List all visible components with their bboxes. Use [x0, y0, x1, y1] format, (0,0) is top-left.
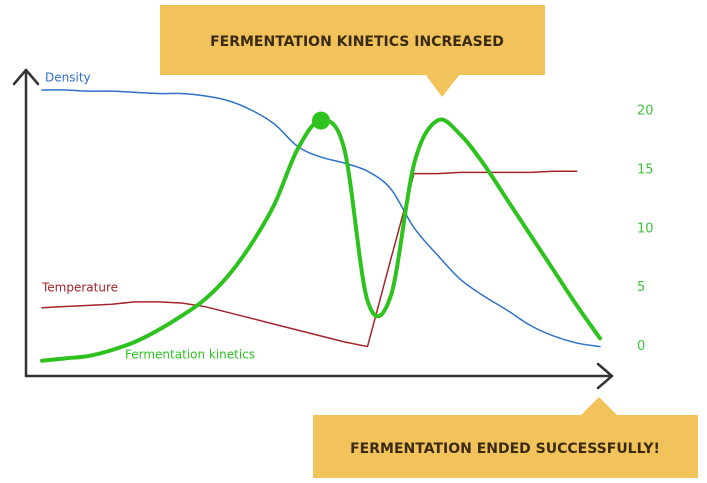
- series-label: Density: [45, 71, 91, 85]
- axes: [12, 68, 614, 390]
- callout-pointer: [425, 74, 460, 97]
- y2-tick-label: 20: [637, 104, 654, 119]
- annotation: FERMENTATION KINETICS INCREASED: [210, 34, 504, 50]
- callout-box: [313, 415, 698, 478]
- y-axis-arrow: [12, 68, 40, 86]
- callout-box: [160, 5, 545, 75]
- series-line: [41, 170, 578, 348]
- y2-tick-label: 5: [637, 280, 645, 295]
- y2-tick-label: 10: [637, 221, 654, 236]
- x-axis-arrow: [596, 362, 614, 390]
- callout-pointer: [580, 397, 618, 416]
- series-line: [41, 89, 601, 348]
- y2-tick-label: 15: [637, 163, 654, 178]
- y2-tick-label: 0: [637, 339, 645, 354]
- annotation: FERMENTATION ENDED SUCCESSFULLY!: [350, 441, 660, 457]
- series-label: Fermentation kinetics: [125, 348, 255, 362]
- plot-area: 0 5 10 15 20 Density Temperature Fermentation k…: [40, 71, 654, 363]
- callout-top: FERMENTATION KINETICS INCREASED: [160, 5, 545, 97]
- peak-marker: [312, 111, 330, 130]
- callout-bottom: FERMENTATION ENDED SUCCESSFULLY!: [313, 397, 698, 478]
- series-label: Temperature: [41, 281, 118, 295]
- series-line: [40, 117, 602, 363]
